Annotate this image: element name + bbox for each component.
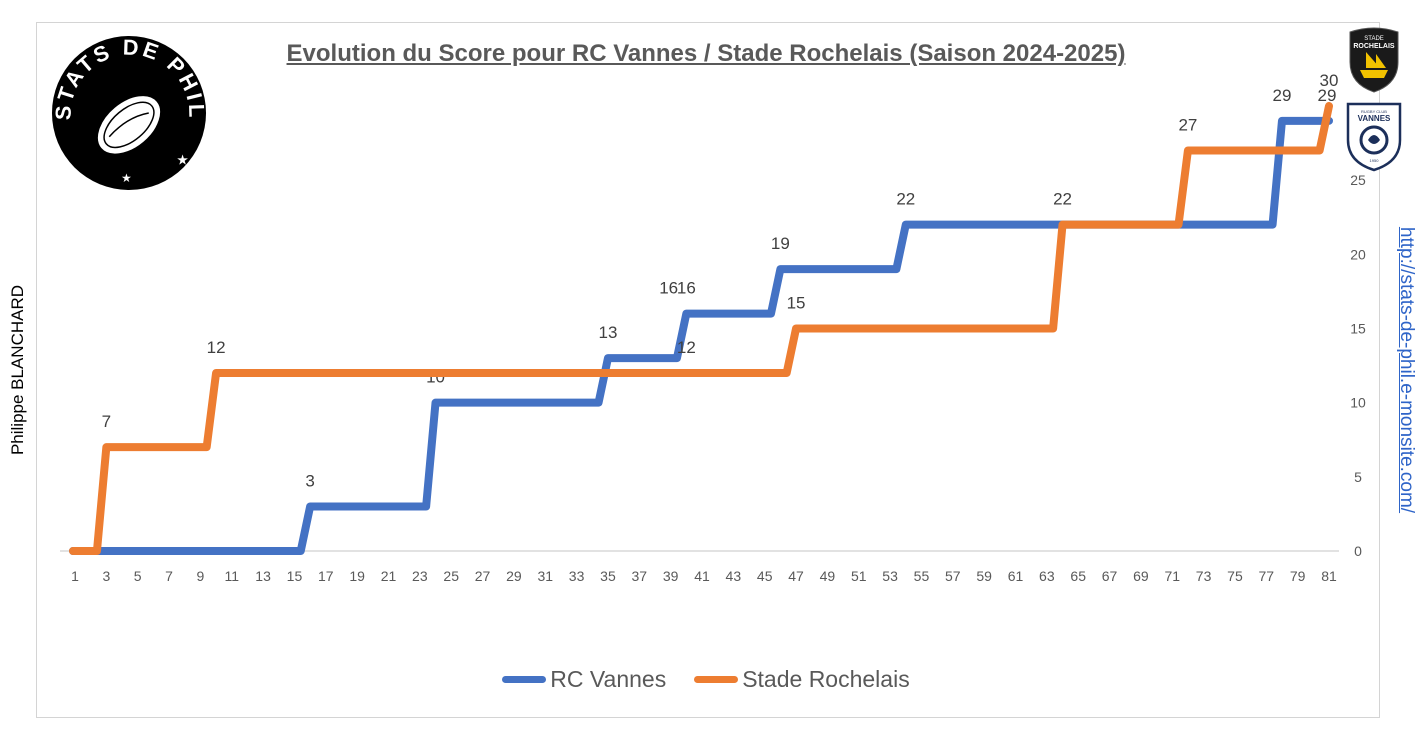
- x-tick-label: 59: [976, 568, 992, 584]
- x-tick-label: 33: [569, 568, 585, 584]
- star-icon: ★: [176, 151, 188, 167]
- x-tick-label: 49: [820, 568, 836, 584]
- data-label: 12: [677, 338, 696, 357]
- y-tick-label: 15: [1350, 321, 1366, 337]
- x-tick-label: 57: [945, 568, 961, 584]
- svg-text:STADE: STADE: [1364, 36, 1384, 42]
- x-tick-label: 25: [443, 568, 459, 584]
- chart-legend: RC Vannes Stade Rochelais: [0, 666, 1412, 693]
- svg-text:1950: 1950: [1370, 158, 1380, 163]
- data-label: 7: [102, 412, 111, 431]
- data-label: 12: [207, 338, 226, 357]
- x-tick-label: 79: [1290, 568, 1306, 584]
- legend-swatch: [502, 676, 547, 683]
- legend-item: Stade Rochelais: [694, 666, 910, 693]
- data-label: 13: [598, 323, 617, 342]
- x-tick-label: 11: [224, 568, 239, 584]
- stade-rochelais-badge: STADE ROCHELAIS: [1349, 27, 1399, 93]
- star-icon: ★: [121, 171, 132, 185]
- x-tick-label: 43: [726, 568, 742, 584]
- data-label: 30: [1320, 71, 1339, 90]
- data-label: 15: [787, 294, 806, 313]
- x-tick-label: 47: [788, 568, 804, 584]
- x-tick-label: 37: [632, 568, 648, 584]
- x-tick-label: 81: [1321, 568, 1337, 584]
- x-tick-label: 71: [1164, 568, 1180, 584]
- x-tick-label: 45: [757, 568, 773, 584]
- y-tick-label: 10: [1350, 395, 1366, 411]
- x-tick-label: 21: [381, 568, 397, 584]
- x-tick-label: 17: [318, 568, 334, 584]
- x-tick-label: 55: [914, 568, 930, 584]
- x-tick-label: 35: [600, 568, 616, 584]
- data-label: 3: [305, 472, 314, 491]
- ship-icon: [1360, 52, 1388, 78]
- data-label: 22: [896, 190, 915, 209]
- x-tick-label: 23: [412, 568, 428, 584]
- x-tick-label: 31: [537, 568, 553, 584]
- data-label: 19: [771, 234, 790, 253]
- x-tick-label: 41: [694, 568, 710, 584]
- y-tick-label: 20: [1350, 246, 1366, 262]
- data-label: 27: [1178, 116, 1197, 135]
- x-tick-label: 13: [255, 568, 271, 584]
- data-label: 29: [1318, 86, 1337, 105]
- x-tick-label: 15: [287, 568, 303, 584]
- y-tick-label: 5: [1354, 469, 1362, 485]
- x-tick-label: 51: [851, 568, 867, 584]
- x-tick-label: 65: [1070, 568, 1086, 584]
- y-tick-label: 25: [1350, 172, 1366, 188]
- series-line-rc-vannes: [69, 116, 1333, 555]
- x-tick-label: 39: [663, 568, 679, 584]
- x-tick-label: 27: [475, 568, 491, 584]
- x-tick-label: 77: [1259, 568, 1275, 584]
- chart-title: Evolution du Score pour RC Vannes / Stad…: [286, 40, 1126, 67]
- data-label: 22: [1053, 190, 1072, 209]
- svg-text:RUGBY CLUB: RUGBY CLUB: [1361, 109, 1387, 114]
- data-label: 16: [677, 279, 696, 298]
- ermine-icon: [1359, 125, 1389, 155]
- x-tick-label: 61: [1008, 568, 1024, 584]
- rc-vannes-badge: RUGBY CLUB VANNES 1950: [1346, 102, 1402, 172]
- series-line-stade-rochelais: [69, 102, 1333, 555]
- svg-text:ROCHELAIS: ROCHELAIS: [1353, 43, 1395, 50]
- x-tick-label: 3: [102, 568, 110, 584]
- legend-item: RC Vannes: [502, 666, 666, 693]
- x-tick-label: 67: [1102, 568, 1118, 584]
- x-tick-label: 9: [197, 568, 205, 584]
- x-tick-label: 63: [1039, 568, 1055, 584]
- rugby-ball-icon: [94, 93, 164, 157]
- stats-de-phil-logo: STATS DE PHIL ★ ★: [50, 35, 206, 191]
- x-tick-label: 29: [506, 568, 522, 584]
- x-tick-label: 73: [1196, 568, 1212, 584]
- y-tick-label: 0: [1354, 543, 1362, 559]
- legend-swatch: [694, 676, 739, 683]
- legend-label: Stade Rochelais: [742, 666, 910, 692]
- x-tick-label: 75: [1227, 568, 1243, 584]
- data-label: 16: [659, 279, 678, 298]
- x-tick-label: 69: [1133, 568, 1149, 584]
- x-tick-label: 1: [71, 568, 79, 584]
- data-label: 29: [1273, 86, 1292, 105]
- x-tick-label: 19: [349, 568, 365, 584]
- x-tick-label: 53: [882, 568, 898, 584]
- legend-label: RC Vannes: [550, 666, 667, 692]
- x-tick-label: 5: [134, 568, 142, 584]
- x-tick-label: 7: [165, 568, 173, 584]
- svg-text:VANNES: VANNES: [1358, 114, 1391, 123]
